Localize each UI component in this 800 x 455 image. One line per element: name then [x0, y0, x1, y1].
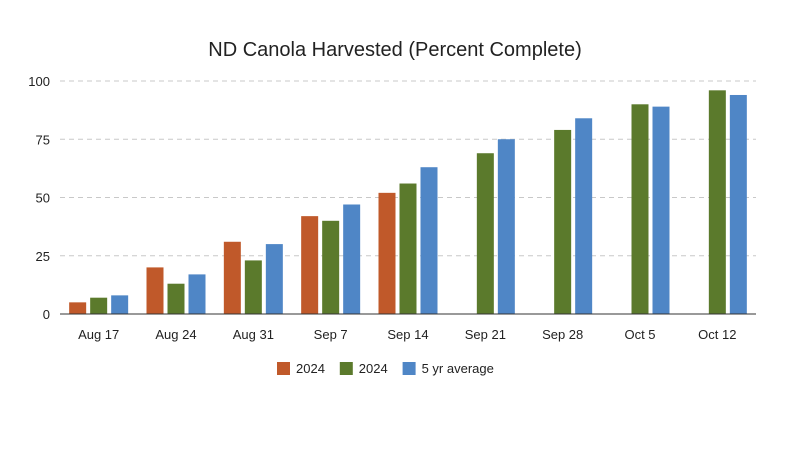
bar-aug-31-series-1 — [223, 241, 241, 314]
x-tick-label: Sep 14 — [387, 327, 428, 342]
bar-sep-7-series-1 — [301, 216, 319, 314]
bar-sep-28-series-3 — [575, 118, 593, 314]
bar-sep-28-series-2 — [554, 129, 572, 314]
bar-sep-14-series-1 — [378, 192, 396, 314]
x-tick-label: Oct 12 — [698, 327, 736, 342]
bar-aug-24-series-1 — [146, 267, 164, 314]
x-tick-label: Sep 7 — [314, 327, 348, 342]
legend-swatch — [339, 362, 353, 375]
y-tick-label: 25 — [36, 249, 50, 264]
bar-aug-24-series-3 — [188, 274, 206, 314]
bar-sep-14-series-3 — [420, 167, 438, 314]
x-tick-label: Sep 21 — [465, 327, 506, 342]
bar-oct-5-series-3 — [652, 106, 670, 314]
bar-oct-12-series-2 — [708, 90, 726, 314]
chart-title: ND Canola Harvested (Percent Complete) — [208, 39, 582, 61]
bar-sep-21-series-2 — [476, 153, 494, 314]
y-tick-label: 75 — [36, 132, 50, 147]
legend-label: 5 yr average — [422, 361, 494, 376]
y-axis-ticks: 0 25 50 75 100 — [28, 74, 50, 322]
x-tick-label: Sep 28 — [542, 327, 583, 342]
bar-aug-31-series-2 — [244, 260, 262, 314]
x-tick-label: Aug 17 — [78, 327, 119, 342]
bar-aug-17-series-2 — [90, 297, 108, 314]
x-tick-label: Oct 5 — [624, 327, 655, 342]
legend-label: 2024 — [359, 361, 388, 376]
bar-aug-31-series-3 — [265, 244, 283, 314]
bar-oct-5-series-2 — [631, 104, 649, 314]
bar-aug-17-series-1 — [69, 302, 87, 314]
y-tick-label: 50 — [36, 191, 50, 206]
bar-sep-14-series-2 — [399, 183, 417, 314]
x-tick-label: Aug 24 — [155, 327, 196, 342]
bar-aug-17-series-3 — [111, 295, 129, 314]
y-tick-label: 100 — [28, 74, 50, 89]
bar-oct-12-series-3 — [729, 94, 747, 314]
x-tick-label: Aug 31 — [233, 327, 274, 342]
x-axis-ticks: Aug 17 Aug 24 Aug 31 Sep 7 Sep 14 Sep 21 Sep 2… — [78, 327, 736, 342]
bar-aug-24-series-2 — [167, 283, 185, 314]
legend-label: 2024 — [296, 361, 325, 376]
bar-sep-21-series-3 — [497, 139, 515, 314]
y-tick-label: 0 — [43, 307, 50, 322]
bars — [69, 90, 747, 314]
legend: 2024 2024 5 yr average — [277, 361, 494, 376]
bar-sep-7-series-2 — [322, 220, 340, 314]
bar-sep-7-series-3 — [343, 204, 361, 314]
legend-swatch — [402, 362, 416, 375]
legend-swatch — [277, 362, 290, 375]
